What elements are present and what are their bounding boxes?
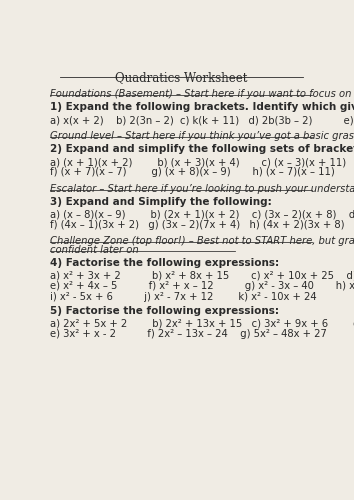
- Text: confident later on: confident later on: [50, 245, 139, 255]
- Text: i) x² - 5x + 6          j) x² - 7x + 12        k) x² - 10x + 24: i) x² - 5x + 6 j) x² - 7x + 12 k) x² - 1…: [50, 292, 317, 302]
- Text: e) x² + 4x – 5          f) x² + x – 12          g) x² - 3x – 40       h) x² - 4x: e) x² + 4x – 5 f) x² + x – 12 g) x² - 3x…: [50, 282, 354, 292]
- Text: 5) Factorise the following expressions:: 5) Factorise the following expressions:: [50, 306, 279, 316]
- Text: 3) Expand and Simplify the following:: 3) Expand and Simplify the following:: [50, 196, 272, 206]
- Text: 1) Expand the following brackets. Identify which give quadratics:: 1) Expand the following brackets. Identi…: [50, 102, 354, 113]
- Text: f) (x + 7)(x – 7)        g) (x + 8)(x – 9)       h) (x – 7)(x – 11): f) (x + 7)(x – 7) g) (x + 8)(x – 9) h) (…: [50, 168, 335, 177]
- Text: a) (x + 1)(x + 2)        b) (x + 3)(x + 4)       c) (x – 3)(x + 11)    d) (x +2): a) (x + 1)(x + 2) b) (x + 3)(x + 4) c) (…: [50, 157, 354, 167]
- Text: Ground level – Start here if you think you’ve got a basic grasp of the topic alr: Ground level – Start here if you think y…: [50, 131, 354, 141]
- Text: Quadratics Worksheet: Quadratics Worksheet: [115, 71, 247, 84]
- Text: a) (x – 8)(x – 9)        b) (2x + 1)(x + 2)    c) (3x – 2)(x + 8)    d) (11x – 2: a) (x – 8)(x – 9) b) (2x + 1)(x + 2) c) …: [50, 210, 354, 220]
- Text: Challenge Zone (top floor!) – Best not to START here, but grab a challenge if yo: Challenge Zone (top floor!) – Best not t…: [50, 236, 354, 246]
- Text: 2) Expand and simplify the following sets of brackets:: 2) Expand and simplify the following set…: [50, 144, 354, 154]
- Text: a) x² + 3x + 2          b) x² + 8x + 15       c) x² + 10x + 25    d) x² + 3x + 2: a) x² + 3x + 2 b) x² + 8x + 15 c) x² + 1…: [50, 271, 354, 281]
- Text: a) x(x + 2)    b) 2(3n – 2)  c) k(k + 11)   d) 2b(3b – 2)          e) 5(4 – b²) : a) x(x + 2) b) 2(3n – 2) c) k(k + 11) d)…: [50, 115, 354, 125]
- Text: e) 3x² + x - 2          f) 2x² – 13x – 24    g) 5x² – 48x + 27: e) 3x² + x - 2 f) 2x² – 13x – 24 g) 5x² …: [50, 329, 327, 339]
- Text: Foundations (Basement) – Start here if you want to focus on building this skill : Foundations (Basement) – Start here if y…: [50, 90, 354, 100]
- Text: f) (4x – 1)(3x + 2)   g) (3x – 2)(7x + 4)   h) (4x + 2)(3x + 8): f) (4x – 1)(3x + 2) g) (3x – 2)(7x + 4) …: [50, 220, 345, 230]
- Text: 4) Factorise the following expressions:: 4) Factorise the following expressions:: [50, 258, 279, 268]
- Text: a) 2x² + 5x + 2        b) 2x² + 13x + 15   c) 3x² + 9x + 6        d) 3x² + 23x +: a) 2x² + 5x + 2 b) 2x² + 13x + 15 c) 3x²…: [50, 318, 354, 328]
- Text: Escalator – Start here if you’re looking to push your understanding further: Escalator – Start here if you’re looking…: [50, 184, 354, 194]
